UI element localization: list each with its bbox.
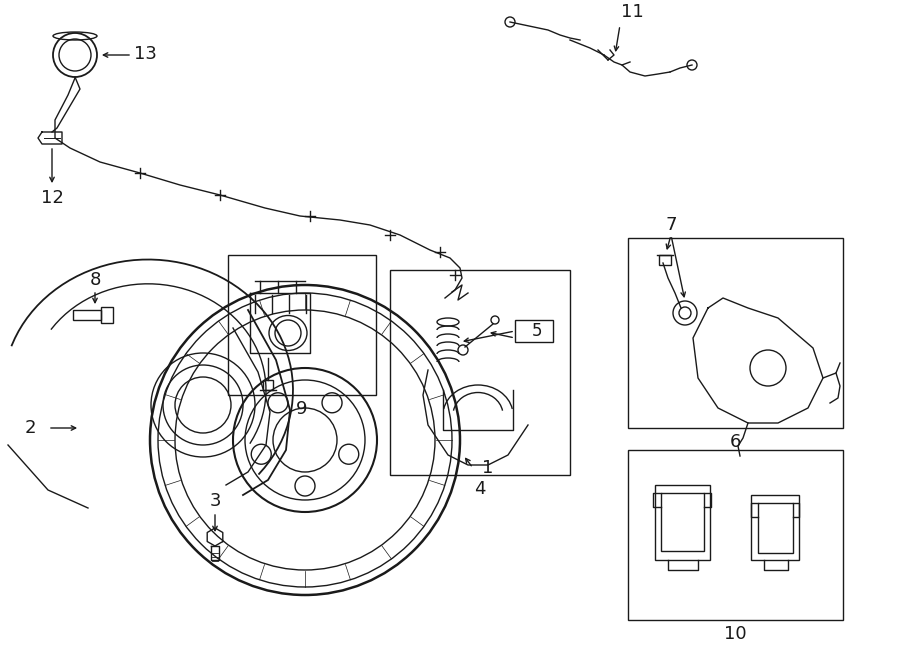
Text: 7: 7 <box>665 216 677 234</box>
Text: 6: 6 <box>729 433 741 451</box>
Bar <box>628 450 843 620</box>
Bar <box>228 255 376 395</box>
Text: 10: 10 <box>724 625 746 643</box>
Bar <box>751 495 799 560</box>
Bar <box>661 493 704 551</box>
Text: 12: 12 <box>40 189 63 207</box>
Bar <box>263 380 273 390</box>
Text: 4: 4 <box>474 480 486 498</box>
Text: 2: 2 <box>24 419 36 437</box>
Bar <box>515 320 553 342</box>
Text: 1: 1 <box>482 459 494 477</box>
Bar <box>659 255 671 265</box>
Bar <box>655 485 710 560</box>
Bar <box>758 503 793 553</box>
Text: 3: 3 <box>209 492 220 510</box>
Text: 5: 5 <box>532 322 542 340</box>
Bar <box>73 310 101 320</box>
Text: 9: 9 <box>296 400 308 418</box>
Bar <box>390 270 570 475</box>
Bar <box>101 307 113 323</box>
Text: 13: 13 <box>133 45 157 63</box>
Text: 11: 11 <box>621 3 644 21</box>
Bar <box>628 238 843 428</box>
Text: 8: 8 <box>89 271 101 289</box>
